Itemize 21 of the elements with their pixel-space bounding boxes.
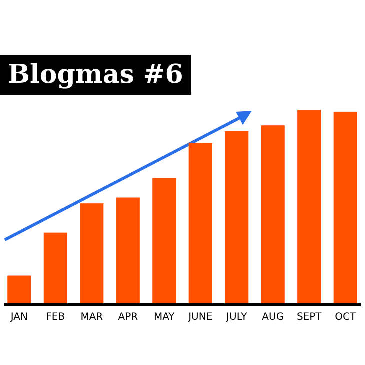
bar — [152, 178, 176, 305]
x-tick-label: APR — [118, 312, 138, 324]
x-tick-label: JULY — [226, 312, 248, 324]
bar — [44, 232, 68, 305]
bar — [261, 126, 285, 305]
x-tick-label: MAY — [154, 312, 176, 324]
x-tick-label: SEPT — [296, 312, 323, 324]
bar — [8, 276, 32, 305]
x-tick-label: JAN — [10, 312, 28, 324]
bar — [334, 112, 358, 305]
x-tick-label: AUG — [262, 312, 284, 324]
bar — [116, 198, 140, 305]
chart-title: Blogmas #6 — [8, 60, 184, 90]
bar — [80, 204, 104, 305]
bar — [225, 131, 249, 305]
bar — [188, 143, 212, 305]
x-tick-label: FEB — [46, 312, 66, 324]
x-tick-label: JUNE — [188, 312, 213, 324]
x-tick-label: MAR — [80, 312, 104, 324]
bar — [298, 110, 322, 305]
x-tick-label: OCT — [335, 312, 357, 324]
